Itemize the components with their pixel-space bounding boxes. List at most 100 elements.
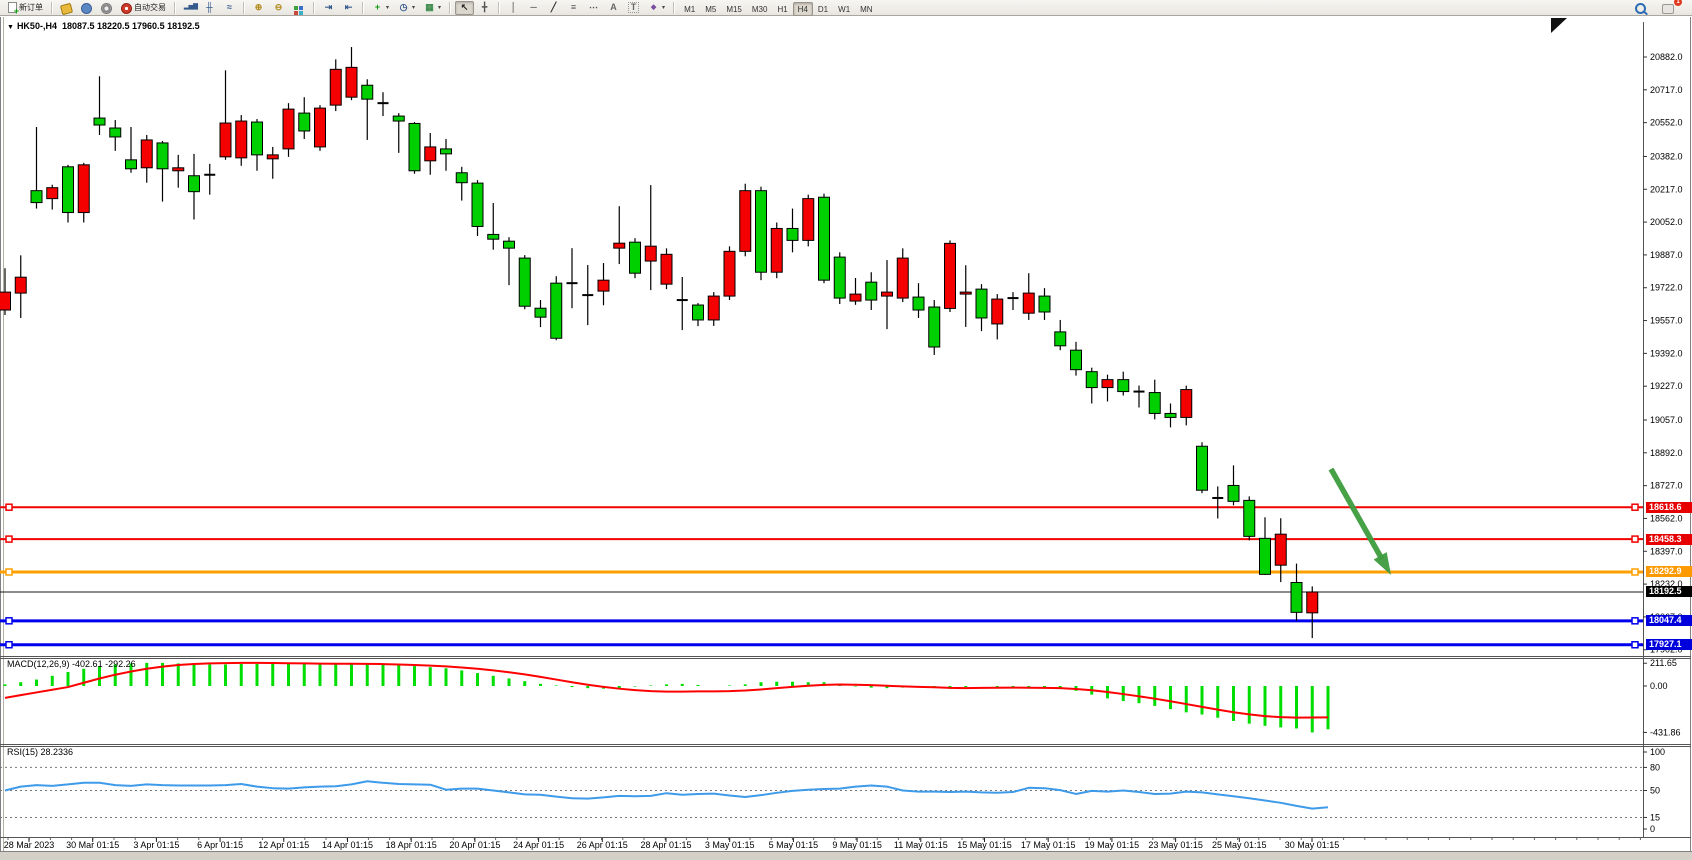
x-axis-date-label: 19 May 01:15 (1085, 840, 1140, 850)
toolbar-divider (51, 1, 53, 14)
zoom-in-button[interactable]: ⊕ (249, 1, 268, 15)
candle-body (912, 296, 925, 311)
candle-body (329, 68, 342, 106)
macd-axis-label: 0.00 (1650, 681, 1668, 691)
horizontal-line-button[interactable]: ─ (524, 1, 543, 15)
price-axis-tag: 18192.5 (1646, 586, 1692, 598)
periods-button[interactable]: ◷ ▾ (394, 1, 419, 15)
line-handle-right[interactable] (1631, 568, 1639, 576)
line-handle-left[interactable] (5, 503, 13, 511)
sound-button[interactable] (97, 1, 116, 15)
crosshair-button[interactable]: ╋ (475, 1, 494, 15)
cursor-icon: ↖ (460, 2, 469, 12)
auto-trading-icon (121, 2, 132, 14)
candle-body (959, 291, 972, 295)
candle-body (471, 182, 484, 227)
candle-body (802, 198, 815, 241)
line-handle-right[interactable] (1631, 640, 1639, 649)
timeframe-button-h4[interactable]: H4 (792, 2, 813, 16)
candle-body (1117, 379, 1130, 393)
text-tool-button[interactable]: A (604, 1, 623, 15)
fibonacci-fan-button[interactable]: ⋯ (584, 1, 603, 15)
auto-scroll-button[interactable]: ⇥ (319, 1, 338, 15)
macd-signal-line (4, 661, 1329, 719)
candle-body (644, 245, 657, 262)
x-axis-date-label: 28 Mar 2023 (4, 840, 55, 850)
timeframe-button-m15[interactable]: M15 (721, 2, 747, 16)
line-handle-left[interactable] (5, 617, 13, 625)
sound-icon (101, 2, 112, 14)
y-axis-tick-label: 20217.0 (1650, 184, 1683, 194)
y-axis-tick-label: 18727.0 (1650, 481, 1683, 491)
line-handle-right[interactable] (1631, 503, 1639, 511)
bar-chart-button[interactable]: ▂▅▇ (180, 1, 199, 15)
chart-shift-button[interactable]: ⇤ (339, 1, 358, 15)
chart-shift-marker[interactable] (1551, 18, 1567, 33)
line-handle-left[interactable] (5, 535, 13, 543)
candle-body (345, 66, 358, 98)
publisher-button[interactable] (77, 1, 96, 15)
x-axis-date-label: 28 Apr 01:15 (640, 840, 691, 850)
trendline-icon: ╱ (550, 2, 557, 12)
y-axis-tick-label: 20052.0 (1650, 217, 1683, 227)
notifications-button[interactable]: 1 (1658, 0, 1682, 15)
zoom-out-button[interactable]: ⊖ (269, 1, 288, 15)
timeframe-button-w1[interactable]: W1 (833, 2, 855, 16)
tile-windows-button[interactable] (289, 1, 309, 15)
new-order-button[interactable]: 新订单 (4, 1, 47, 15)
indicators-button[interactable]: + ▾ (368, 1, 393, 15)
price-axis-tag: 17927.1 (1646, 639, 1692, 651)
y-axis-tick-label: 18562.0 (1650, 513, 1683, 523)
search-button[interactable] (1631, 1, 1650, 15)
y-axis-tick-label: 18232.0 (1650, 579, 1683, 589)
new-order-icon (8, 2, 19, 15)
text-label-button[interactable]: T (624, 1, 643, 15)
macd-signal-value: -292.26 (105, 659, 136, 669)
candle-body (14, 276, 27, 294)
horizontal-line-icon: ─ (530, 2, 537, 12)
x-axis-date-label: 17 May 01:15 (1021, 840, 1076, 850)
timeframe-button-m1[interactable]: M1 (679, 2, 700, 16)
line-handle-right[interactable] (1631, 617, 1639, 625)
candle-body (896, 257, 909, 299)
trendline-button[interactable]: ╱ (544, 1, 563, 15)
templates-button[interactable]: ▦ ▾ (420, 1, 445, 15)
candle-body (818, 196, 830, 281)
timeframe-button-m5[interactable]: M5 (700, 2, 721, 16)
candle-body (392, 115, 405, 122)
zoom-out-icon: ⊖ (274, 2, 283, 12)
timeframe-button-h1[interactable]: H1 (772, 2, 792, 16)
y-axis-tick-label: 18397.0 (1650, 546, 1683, 556)
arrows-tool-button[interactable]: ◆ ▾ (644, 1, 669, 15)
toolbar-divider (449, 1, 452, 14)
timeframe-button-m30[interactable]: M30 (747, 2, 773, 16)
candle-body (613, 242, 626, 249)
line-handle-left[interactable] (5, 640, 13, 649)
auto-trading-button[interactable]: 自动交易 (117, 1, 170, 15)
line-handle-left[interactable] (5, 568, 13, 576)
rsi-axis-label: 15 (1650, 812, 1660, 822)
candle-body (282, 108, 295, 150)
line-handle-right[interactable] (1631, 535, 1639, 543)
vertical-line-button[interactable]: │ (504, 1, 523, 15)
trend-arrow-shaft[interactable] (1328, 467, 1385, 561)
y-axis-tick-label: 19392.0 (1650, 348, 1683, 358)
line-chart-button[interactable]: ≈ (220, 1, 239, 15)
timeframe-button-d1[interactable]: D1 (813, 2, 833, 16)
candlestick-button[interactable]: ╫ (200, 1, 219, 15)
fibonacci-button[interactable]: ≡ (564, 1, 583, 15)
candle-body (487, 233, 500, 240)
candle-body (266, 154, 279, 160)
x-axis-date-label: 25 May 01:15 (1212, 840, 1267, 850)
timeframe-button-mn[interactable]: MN (855, 2, 877, 16)
x-axis-date-label: 24 Apr 01:15 (513, 840, 564, 850)
x-axis-date-label: 30 Mar 01:15 (66, 840, 119, 850)
candle-body (723, 250, 736, 297)
cursor-button[interactable]: ↖ (455, 0, 475, 15)
collapse-triangle-icon[interactable]: ▼ (7, 24, 14, 31)
vertical-line-icon: │ (510, 2, 517, 12)
candle-body (140, 139, 153, 169)
trend-arrow-head[interactable] (1373, 552, 1391, 575)
